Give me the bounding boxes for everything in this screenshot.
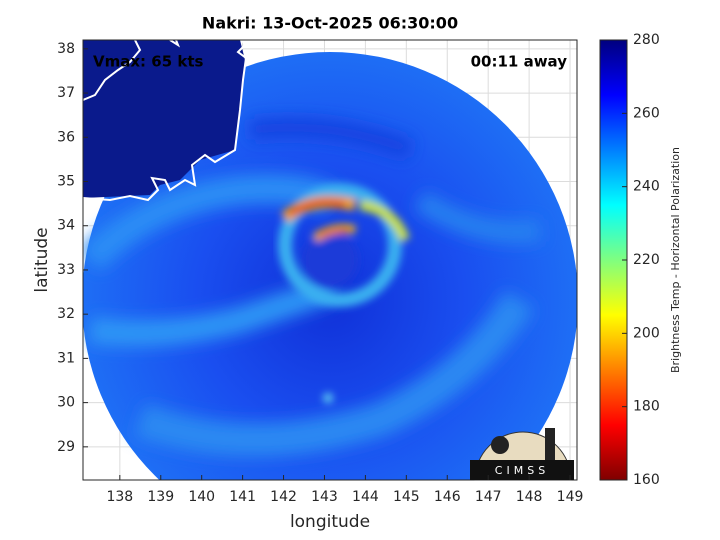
plot-frame bbox=[82, 39, 578, 481]
y-tick-label: 36 bbox=[57, 129, 75, 145]
x-tick-label: 139 bbox=[147, 489, 174, 505]
x-tick-label: 144 bbox=[352, 489, 379, 505]
y-tick-label: 30 bbox=[57, 395, 75, 411]
x-tick-label: 143 bbox=[311, 489, 338, 505]
y-tick-label: 37 bbox=[57, 85, 75, 101]
swath-image bbox=[83, 40, 577, 480]
logo-band bbox=[470, 460, 574, 480]
x-tick-label: 148 bbox=[516, 489, 543, 505]
eyewall bbox=[278, 183, 410, 403]
colorbar-label: Brightness Temp - Horizontal Polarizatio… bbox=[669, 147, 682, 373]
logo-dish bbox=[491, 436, 509, 454]
colorbar-tick-label: 180 bbox=[633, 399, 660, 415]
logo-tower bbox=[545, 428, 555, 460]
rain-bands bbox=[83, 117, 542, 457]
y-tick-label: 31 bbox=[57, 350, 75, 366]
logo-text: CIMSS bbox=[495, 464, 549, 477]
colorbar-tick-label: 200 bbox=[633, 325, 660, 341]
colorbar-tick-label: 240 bbox=[633, 179, 660, 195]
y-tick-label: 29 bbox=[57, 439, 75, 455]
coastline bbox=[83, 40, 248, 202]
y-tick-label: 35 bbox=[57, 174, 75, 190]
y-axis-label: latitude bbox=[32, 227, 52, 292]
y-tick-label: 38 bbox=[57, 41, 75, 57]
time-annotation: 00:11 away bbox=[471, 53, 568, 71]
x-tick-label: 149 bbox=[557, 489, 584, 505]
x-tick-label: 147 bbox=[475, 489, 502, 505]
land bbox=[83, 40, 245, 198]
colorbar-tick-label: 220 bbox=[633, 252, 660, 268]
x-tick-label: 138 bbox=[106, 489, 133, 505]
x-tick-label: 141 bbox=[229, 489, 256, 505]
x-axis-label: longitude bbox=[290, 512, 370, 532]
x-tick-label: 146 bbox=[434, 489, 461, 505]
logo: CIMSS bbox=[470, 428, 574, 481]
chart-title: Nakri: 13-Oct-2025 06:30:00 bbox=[202, 14, 458, 33]
y-tick-label: 33 bbox=[57, 262, 75, 278]
y-tick-label: 34 bbox=[57, 218, 75, 234]
x-tick-label: 145 bbox=[393, 489, 420, 505]
colorbar-tick-label: 160 bbox=[633, 472, 660, 488]
x-tick-label: 140 bbox=[188, 489, 215, 505]
y-tick-label: 32 bbox=[57, 306, 75, 322]
colorbar-tick-label: 280 bbox=[633, 32, 660, 48]
colorbar-tick-label: 260 bbox=[633, 105, 660, 121]
x-tick-label: 142 bbox=[270, 489, 297, 505]
vmax-annotation: Vmax: 65 kts bbox=[93, 53, 203, 71]
